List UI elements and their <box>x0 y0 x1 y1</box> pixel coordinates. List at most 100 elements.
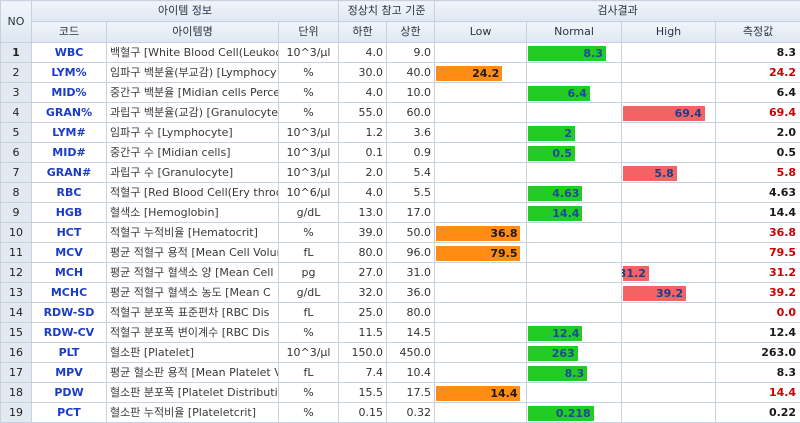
item-code: RBC <box>32 183 107 203</box>
result-normal-cell: 2 <box>527 123 622 143</box>
item-name: 평균 혈소판 용적 [Mean Platelet V <box>107 363 279 383</box>
measured-value: 4.63 <box>716 183 800 203</box>
item-code: RDW-SD <box>32 303 107 323</box>
measured-header[interactable]: 측정값 <box>716 22 800 43</box>
result-bar: 12.4 <box>528 326 582 341</box>
result-low-cell <box>435 363 527 383</box>
row-number: 6 <box>1 143 32 163</box>
result-low-cell <box>435 263 527 283</box>
lower-header[interactable]: 하한 <box>339 22 387 43</box>
ref-upper: 450.0 <box>387 343 435 363</box>
result-bar-value: 14.4 <box>490 386 517 401</box>
result-bar: 39.2 <box>623 286 686 301</box>
result-bar: 6.4 <box>528 86 590 101</box>
result-low-cell <box>435 403 527 423</box>
item-name: 혈소판 누적비율 [Plateletcrit] <box>107 403 279 423</box>
item-code: MPV <box>32 363 107 383</box>
result-high-cell <box>622 123 716 143</box>
result-normal-cell <box>527 243 622 263</box>
unit-header[interactable]: 단위 <box>279 22 339 43</box>
result-bar: 263 <box>528 346 578 361</box>
high-header[interactable]: High <box>622 22 716 43</box>
ref-lower: 4.0 <box>339 83 387 103</box>
result-low-cell <box>435 323 527 343</box>
item-code: GRAN% <box>32 103 107 123</box>
code-header[interactable]: 코드 <box>32 22 107 43</box>
result-bar-value: 5.8 <box>654 166 674 181</box>
result-low-cell: 36.8 <box>435 223 527 243</box>
result-high-cell <box>622 203 716 223</box>
result-normal-cell <box>527 63 622 83</box>
measured-value: 24.2 <box>716 63 800 83</box>
item-unit: 10^3/µl <box>279 343 339 363</box>
result-high-cell <box>622 83 716 103</box>
no-header[interactable]: NO <box>1 1 32 43</box>
result-normal-cell <box>527 283 622 303</box>
result-bar: 36.8 <box>436 226 520 241</box>
item-code: PCT <box>32 403 107 423</box>
row-number: 4 <box>1 103 32 123</box>
item-name: 평균 적혈구 용적 [Mean Cell Volur <box>107 243 279 263</box>
result-normal-cell <box>527 303 622 323</box>
normal-header[interactable]: Normal <box>527 22 622 43</box>
upper-header[interactable]: 상한 <box>387 22 435 43</box>
ref-upper: 50.0 <box>387 223 435 243</box>
row-number: 8 <box>1 183 32 203</box>
result-low-cell <box>435 303 527 323</box>
low-header[interactable]: Low <box>435 22 527 43</box>
row-number: 3 <box>1 83 32 103</box>
result-high-cell: 5.8 <box>622 163 716 183</box>
item-unit: 10^6/µl <box>279 183 339 203</box>
item-code: MID# <box>32 143 107 163</box>
result-bar-value: 14.4 <box>552 206 579 221</box>
ref-lower: 4.0 <box>339 183 387 203</box>
result-bar: 2 <box>528 126 575 141</box>
result-high-cell <box>622 183 716 203</box>
item-name-header[interactable]: 아이템명 <box>107 22 279 43</box>
ref-upper: 5.5 <box>387 183 435 203</box>
measured-value: 12.4 <box>716 323 800 343</box>
result-low-cell <box>435 123 527 143</box>
item-info-header: 아이템 정보 <box>32 1 339 22</box>
row-number: 16 <box>1 343 32 363</box>
ref-lower: 25.0 <box>339 303 387 323</box>
result-bar-value: 24.2 <box>472 66 499 81</box>
item-code: RDW-CV <box>32 323 107 343</box>
result-low-cell <box>435 163 527 183</box>
result-high-cell <box>622 243 716 263</box>
ref-upper: 60.0 <box>387 103 435 123</box>
result-bar: 24.2 <box>436 66 502 81</box>
measured-value: 14.4 <box>716 203 800 223</box>
row-number: 9 <box>1 203 32 223</box>
result-bar-value: 2 <box>564 126 572 141</box>
ref-upper: 10.4 <box>387 363 435 383</box>
ref-range-header: 정상치 참고 기준 <box>339 1 435 22</box>
row-number: 14 <box>1 303 32 323</box>
item-unit: g/dL <box>279 283 339 303</box>
result-high-cell <box>622 323 716 343</box>
ref-upper: 80.0 <box>387 303 435 323</box>
result-normal-cell: 6.4 <box>527 83 622 103</box>
item-unit: 10^3/µl <box>279 143 339 163</box>
item-unit: fL <box>279 243 339 263</box>
result-bar-value: 8.3 <box>565 366 585 381</box>
result-normal-cell: 8.3 <box>527 43 622 63</box>
